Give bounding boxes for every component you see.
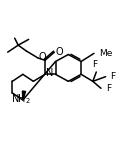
Text: F: F xyxy=(93,59,98,69)
Text: NH$_2$: NH$_2$ xyxy=(11,92,30,106)
Text: O: O xyxy=(55,47,63,57)
Polygon shape xyxy=(22,91,26,100)
Text: N: N xyxy=(46,68,53,78)
Text: F: F xyxy=(110,72,115,81)
Text: F: F xyxy=(106,84,111,93)
Text: Me: Me xyxy=(99,49,112,58)
Text: O: O xyxy=(39,52,46,62)
